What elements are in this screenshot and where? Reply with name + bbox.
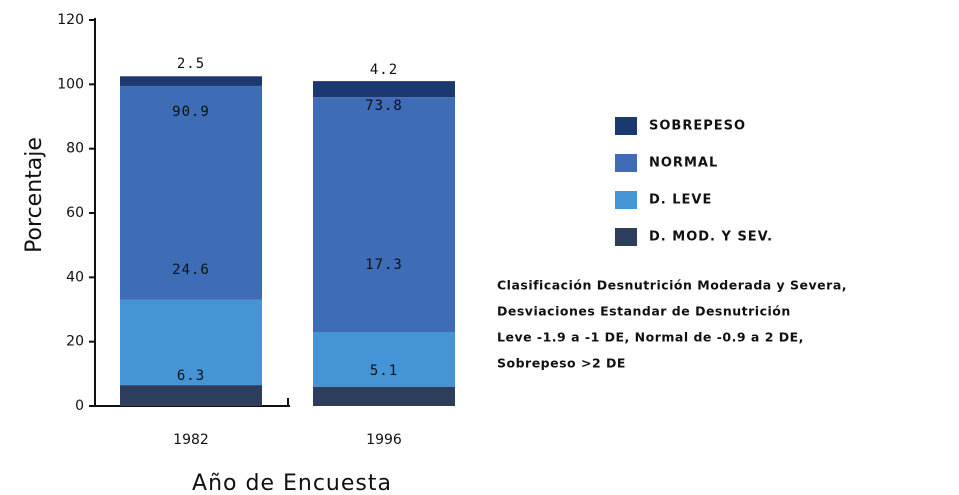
data-label: 4.2	[370, 62, 398, 78]
legend-swatch	[615, 228, 637, 246]
bar-segment	[313, 386, 455, 406]
data-label: 73.8	[365, 98, 403, 114]
x-tick-label: 1982	[173, 432, 209, 448]
y-tick-label: 0	[75, 398, 84, 414]
y-tick-label: 100	[57, 76, 84, 92]
bar-segment	[313, 332, 455, 387]
data-label: 90.9	[172, 104, 210, 120]
legend-swatch	[615, 117, 637, 135]
note: Leve -1.9 a -1 DE, Normal de -0.9 a 2 DE…	[497, 330, 804, 345]
y-tick-label: 60	[66, 205, 84, 221]
note: Sobrepeso >2 DE	[497, 356, 626, 371]
bar-segment	[120, 76, 262, 86]
legend-swatch	[615, 154, 637, 172]
legend-label: NORMAL	[649, 156, 718, 171]
legend-label: D. LEVE	[649, 193, 712, 208]
y-tick-label: 80	[66, 141, 84, 157]
y-tick-label: 20	[66, 334, 84, 350]
bar-segment	[120, 299, 262, 386]
legend-label: SOBREPESO	[649, 119, 746, 134]
data-label: 5.1	[370, 363, 398, 379]
y-axis-label: Porcentaje	[22, 137, 47, 253]
note: Desviaciones Estandar de Desnutrición	[497, 304, 791, 319]
y-tick-label: 40	[66, 269, 84, 285]
data-label: 6.3	[177, 368, 205, 384]
data-label: 24.6	[172, 262, 210, 278]
x-tick-label: 1996	[366, 432, 402, 448]
legend-label: D. MOD. Y SEV.	[649, 230, 773, 245]
note: Clasificación Desnutrición Moderada y Se…	[497, 278, 847, 293]
y-tick-label: 120	[57, 12, 84, 28]
data-label: 17.3	[365, 257, 403, 273]
bar-segment	[120, 385, 262, 406]
bar-segment	[120, 85, 262, 300]
legend-swatch	[615, 191, 637, 209]
data-label: 2.5	[177, 56, 205, 72]
bar-segment	[313, 81, 455, 98]
x-axis-label: Año de Encuesta	[192, 471, 392, 495]
bar-segment	[313, 97, 455, 333]
